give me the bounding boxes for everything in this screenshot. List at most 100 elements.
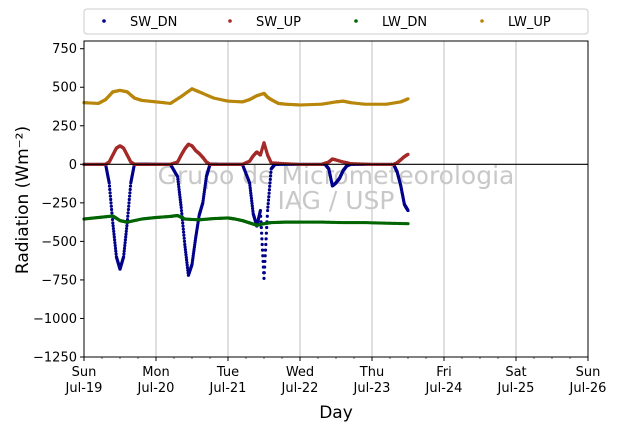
data-point bbox=[263, 259, 267, 264]
data-point bbox=[185, 265, 190, 270]
data-point bbox=[125, 224, 129, 228]
x-tick-label-date: Jul-24 bbox=[425, 381, 463, 396]
data-point bbox=[122, 255, 126, 259]
data-point bbox=[259, 225, 263, 230]
data-point bbox=[267, 188, 271, 192]
x-tick-label-date: Jul-20 bbox=[137, 381, 175, 396]
data-point bbox=[122, 246, 127, 250]
data-point bbox=[108, 194, 112, 198]
data-point bbox=[259, 214, 263, 218]
data-point bbox=[125, 226, 129, 231]
data-point bbox=[181, 224, 185, 228]
y-tick-label: −1250 bbox=[33, 351, 77, 366]
y-tick-label: −500 bbox=[41, 235, 77, 250]
data-point bbox=[112, 232, 116, 236]
watermark: Grupo de Micrometeorologia IAG / USP bbox=[158, 161, 515, 215]
data-point bbox=[268, 181, 272, 185]
data-point bbox=[107, 184, 112, 188]
x-tick-label-day: Mon bbox=[142, 365, 169, 380]
y-axis-ticks: −1250 −1000 −750 −500 −250 0 250 500 750 bbox=[33, 42, 84, 366]
legend-label: SW_UP bbox=[256, 15, 301, 30]
x-tick-label-day: Thu bbox=[359, 365, 384, 380]
legend-marker bbox=[228, 19, 232, 23]
data-point bbox=[181, 227, 185, 231]
y-tick-label: 500 bbox=[52, 81, 77, 96]
data-point bbox=[264, 242, 268, 247]
data-point bbox=[182, 230, 186, 234]
data-point bbox=[260, 248, 265, 252]
data-point bbox=[249, 194, 253, 198]
data-point bbox=[113, 241, 117, 245]
data-point bbox=[266, 205, 270, 209]
data-point bbox=[123, 238, 127, 242]
x-tick-label-date: Jul-19 bbox=[65, 381, 103, 396]
data-point bbox=[122, 252, 126, 256]
data-point bbox=[110, 207, 114, 212]
data-point bbox=[124, 229, 128, 233]
data-point bbox=[250, 199, 254, 203]
data-point bbox=[258, 208, 262, 213]
legend-label: LW_UP bbox=[508, 15, 551, 30]
data-point bbox=[266, 198, 271, 202]
data-point bbox=[128, 191, 132, 195]
data-point bbox=[126, 211, 130, 215]
data-point bbox=[263, 265, 267, 269]
data-point bbox=[263, 254, 267, 258]
series-lw-dn bbox=[82, 213, 410, 227]
data-point bbox=[123, 241, 127, 245]
data-point bbox=[176, 180, 180, 184]
data-point bbox=[123, 243, 127, 248]
data-point bbox=[267, 191, 271, 195]
data-point bbox=[177, 190, 181, 194]
data-point bbox=[269, 161, 273, 165]
x-tick-label-day: Sat bbox=[505, 365, 526, 380]
data-point bbox=[249, 191, 253, 195]
data-point bbox=[262, 271, 266, 275]
data-point bbox=[180, 212, 184, 216]
x-tick-label-day: Sun bbox=[576, 365, 601, 380]
data-point bbox=[124, 232, 128, 236]
x-tick-label-date: Jul-26 bbox=[569, 381, 607, 396]
y-tick-label: −750 bbox=[41, 273, 77, 288]
data-point bbox=[264, 237, 268, 241]
data-point bbox=[114, 252, 118, 256]
data-points bbox=[82, 87, 410, 280]
data-point bbox=[178, 195, 182, 199]
data-point bbox=[127, 204, 131, 208]
data-point bbox=[126, 214, 130, 218]
y-tick-label: 250 bbox=[52, 119, 77, 134]
data-point bbox=[122, 249, 126, 253]
data-point bbox=[177, 187, 181, 192]
data-point bbox=[260, 237, 264, 241]
data-point bbox=[113, 243, 117, 248]
data-point bbox=[406, 152, 410, 156]
data-point bbox=[248, 186, 252, 190]
data-point bbox=[268, 177, 272, 181]
data-point bbox=[182, 233, 186, 237]
data-point bbox=[176, 175, 180, 179]
data-point bbox=[248, 188, 253, 193]
data-point bbox=[249, 196, 253, 200]
data-point bbox=[127, 201, 131, 205]
data-point bbox=[250, 204, 254, 208]
data-point bbox=[262, 276, 266, 280]
data-point bbox=[261, 254, 265, 258]
y-tick-label: −250 bbox=[41, 196, 77, 211]
data-point bbox=[184, 253, 188, 257]
x-tick-label-date: Jul-21 bbox=[209, 381, 247, 396]
data-point bbox=[111, 224, 115, 228]
data-point bbox=[113, 246, 118, 250]
data-point bbox=[110, 217, 115, 222]
data-point bbox=[184, 250, 188, 254]
data-point bbox=[251, 209, 255, 213]
data-point bbox=[113, 238, 117, 242]
data-point bbox=[124, 235, 128, 239]
data-point bbox=[128, 194, 132, 198]
data-point bbox=[406, 208, 410, 213]
data-point bbox=[178, 198, 182, 202]
data-point bbox=[112, 235, 116, 239]
data-point bbox=[269, 174, 273, 178]
data-point bbox=[406, 97, 410, 101]
data-point bbox=[110, 211, 114, 215]
data-point bbox=[114, 249, 118, 253]
